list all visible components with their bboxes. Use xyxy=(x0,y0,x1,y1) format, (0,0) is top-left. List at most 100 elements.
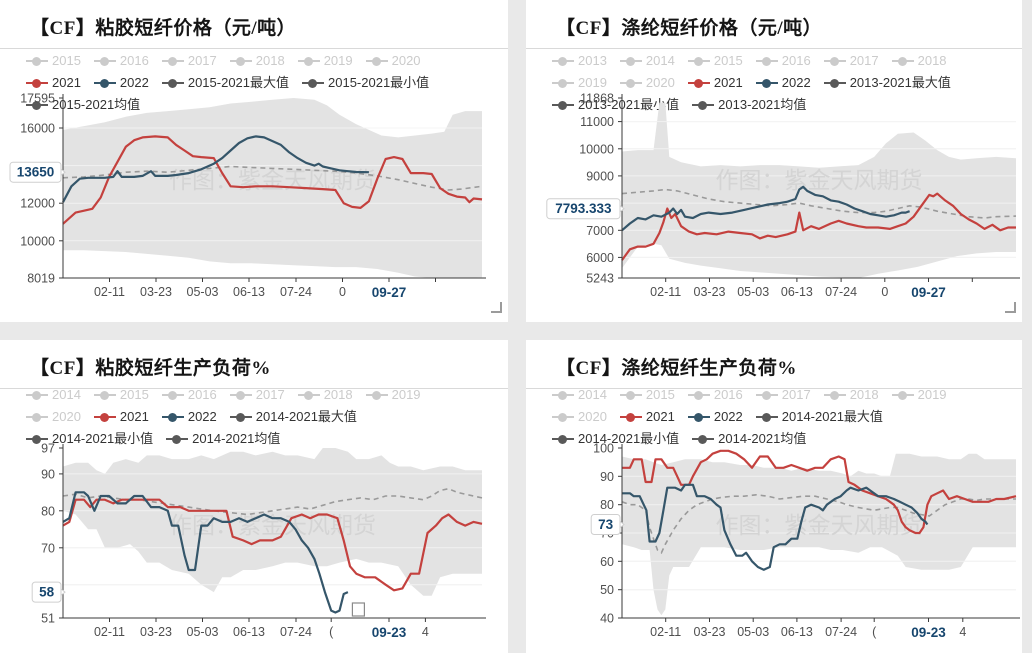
legend-item-2014-2021[interactable]: 2014-2021均值 xyxy=(166,432,280,446)
chart-canvas[interactable]: 作图：紫金天风期货 51 70 80 90 97 02-11 03-23 05-03 06-13 0… xyxy=(0,440,508,653)
legend-item-2019[interactable]: 2019 xyxy=(891,388,947,402)
legend-item-2017[interactable]: 2017 xyxy=(755,387,811,402)
legend-item-2014[interactable]: 2014 xyxy=(619,54,675,68)
legend-item-2013[interactable]: 2013 xyxy=(552,54,607,68)
legend-label: 2020 xyxy=(391,53,421,68)
legend-item-2014[interactable]: 2014 xyxy=(552,388,607,402)
legend-label: 2017 xyxy=(187,53,217,68)
legend-label: 2015 xyxy=(119,387,149,402)
legend-label: 2021 xyxy=(713,75,743,90)
legend-item-2015[interactable]: 2015 xyxy=(687,54,743,68)
chart-canvas[interactable]: 作图：紫金天风期货40506070809010002-1103-2305-030… xyxy=(526,440,1022,653)
legend-label: 2019 xyxy=(323,53,353,68)
legend: 2013 2014 2015 2016 2017 2018 2019 2020 2021 2022… xyxy=(552,50,1018,116)
chart-canvas[interactable]: 作图：紫金天风期货 5243 6000 7000 9000 10000 11000 11868… xyxy=(526,88,1022,322)
legend-marker-icon xyxy=(166,434,189,444)
legend-label: 2014-2021均值 xyxy=(192,431,281,446)
legend-marker-icon xyxy=(687,412,710,422)
resize-handle-icon[interactable] xyxy=(491,302,502,313)
legend-label: 2020 xyxy=(52,409,81,424)
legend-marker-icon xyxy=(93,390,116,400)
legend-item-2018[interactable]: 2018 xyxy=(891,53,947,68)
svg-text:05-03: 05-03 xyxy=(737,625,769,639)
legend-item-2015-2021[interactable]: 2015-2021最小值 xyxy=(302,76,429,90)
legend-item-2014-2021[interactable]: 2014-2021最大值 xyxy=(229,409,357,424)
legend-item-2018[interactable]: 2018 xyxy=(823,388,879,402)
legend-item-2016[interactable]: 2016 xyxy=(687,387,743,402)
legend-marker-icon xyxy=(26,78,48,88)
svg-text:97: 97 xyxy=(41,442,55,456)
legend-item-2013-2021[interactable]: 2013-2021最小值 xyxy=(552,98,679,112)
legend-item-2021[interactable]: 2021 xyxy=(26,76,81,90)
legend-label: 2016 xyxy=(187,387,217,402)
legend-label: 2013 xyxy=(578,53,607,68)
legend-item-2022[interactable]: 2022 xyxy=(161,410,217,424)
legend-item-2014-2021[interactable]: 2014-2021最小值 xyxy=(552,432,679,446)
legend-item-2021[interactable]: 2021 xyxy=(687,75,743,90)
legend-marker-icon xyxy=(365,56,388,66)
svg-text:7000: 7000 xyxy=(586,224,614,238)
legend-item-2015[interactable]: 2015 xyxy=(619,388,675,402)
legend-item-2020[interactable]: 2020 xyxy=(552,410,607,424)
chart-canvas[interactable]: 作图：紫金天风期货 8019 10000 12000 16000 17595 02-11 03… xyxy=(0,88,508,322)
legend-marker-icon xyxy=(755,390,778,400)
legend-marker-icon xyxy=(26,56,48,66)
legend-label: 2017 xyxy=(781,387,811,402)
svg-text:07-24: 07-24 xyxy=(280,625,312,639)
svg-text:4: 4 xyxy=(422,625,429,639)
legend-item-2022[interactable]: 2022 xyxy=(755,76,811,90)
panel-header: 【CF】粘胶短纤价格（元/吨） xyxy=(0,0,508,49)
legend-item-2022[interactable]: 2022 xyxy=(687,410,743,424)
legend-item-2019[interactable]: 2019 xyxy=(552,76,607,90)
legend-item-2017[interactable]: 2017 xyxy=(823,54,879,68)
legend-item-2016[interactable]: 2016 xyxy=(161,387,217,402)
legend-item-2014-2021[interactable]: 2014-2021最小值 xyxy=(26,432,153,446)
legend-item-2020[interactable]: 2020 xyxy=(619,76,675,90)
svg-text:90: 90 xyxy=(41,467,55,481)
legend-item-2017[interactable]: 2017 xyxy=(229,388,285,402)
legend-item-2015[interactable]: 2015 xyxy=(26,54,81,68)
legend-item-2014[interactable]: 2014 xyxy=(26,388,81,402)
panel-title: 【CF】粘胶短纤生产负荷% xyxy=(30,358,271,379)
svg-text:02-11: 02-11 xyxy=(650,625,681,639)
legend-item-2017[interactable]: 2017 xyxy=(161,53,217,68)
legend-item-2021[interactable]: 2021 xyxy=(93,410,149,424)
legend-item-2015-2021[interactable]: 2015-2021最大值 xyxy=(161,75,290,90)
legend-item-2013-2021[interactable]: 2013-2021均值 xyxy=(692,98,806,112)
legend-label: 2018 xyxy=(917,53,947,68)
svg-text:58: 58 xyxy=(39,585,55,600)
legend-marker-icon xyxy=(229,390,252,400)
legend-item-2016[interactable]: 2016 xyxy=(755,54,811,68)
svg-text:06-13: 06-13 xyxy=(781,285,813,299)
legend-label: 2015-2021最大值 xyxy=(187,75,290,90)
legend-marker-icon xyxy=(755,78,778,88)
legend-item-2020[interactable]: 2020 xyxy=(26,410,81,424)
svg-text:13650: 13650 xyxy=(17,165,55,180)
legend-item-2020[interactable]: 2020 xyxy=(365,53,421,68)
legend-item-2015[interactable]: 2015 xyxy=(93,387,149,402)
legend-item-2022[interactable]: 2022 xyxy=(93,76,149,90)
resize-handle-icon[interactable] xyxy=(1005,302,1016,313)
legend-item-2016[interactable]: 2016 xyxy=(93,54,149,68)
legend-label: 2019 xyxy=(391,387,421,402)
svg-text:100: 100 xyxy=(593,442,614,456)
legend-item-2018[interactable]: 2018 xyxy=(297,388,353,402)
svg-text:11000: 11000 xyxy=(580,115,614,129)
legend-item-2019[interactable]: 2019 xyxy=(365,387,421,402)
legend-label: 2016 xyxy=(713,387,743,402)
panel-polyester-load: 【CF】涤纶短纤生产负荷% 2014 2015 2016 2017 2018 2019 20… xyxy=(526,340,1022,653)
svg-text:09-27: 09-27 xyxy=(372,285,407,300)
legend-item-2018[interactable]: 2018 xyxy=(229,54,285,68)
legend-item-2019[interactable]: 2019 xyxy=(297,53,353,68)
svg-text:07-24: 07-24 xyxy=(825,625,857,639)
legend-marker-icon xyxy=(552,434,574,444)
legend-marker-icon xyxy=(823,390,846,400)
legend-item-2015-2021[interactable]: 2015-2021均值 xyxy=(26,98,140,112)
legend-label: 2014 xyxy=(52,387,81,402)
legend-item-2021[interactable]: 2021 xyxy=(619,410,675,424)
legend-item-2014-2021[interactable]: 2014-2021均值 xyxy=(692,432,806,446)
legend-item-2013-2021[interactable]: 2013-2021最大值 xyxy=(823,76,951,90)
legend-item-2014-2021[interactable]: 2014-2021最大值 xyxy=(755,410,883,424)
legend-label: 2014-2021最大值 xyxy=(255,409,357,424)
svg-text:(: ( xyxy=(329,625,334,639)
